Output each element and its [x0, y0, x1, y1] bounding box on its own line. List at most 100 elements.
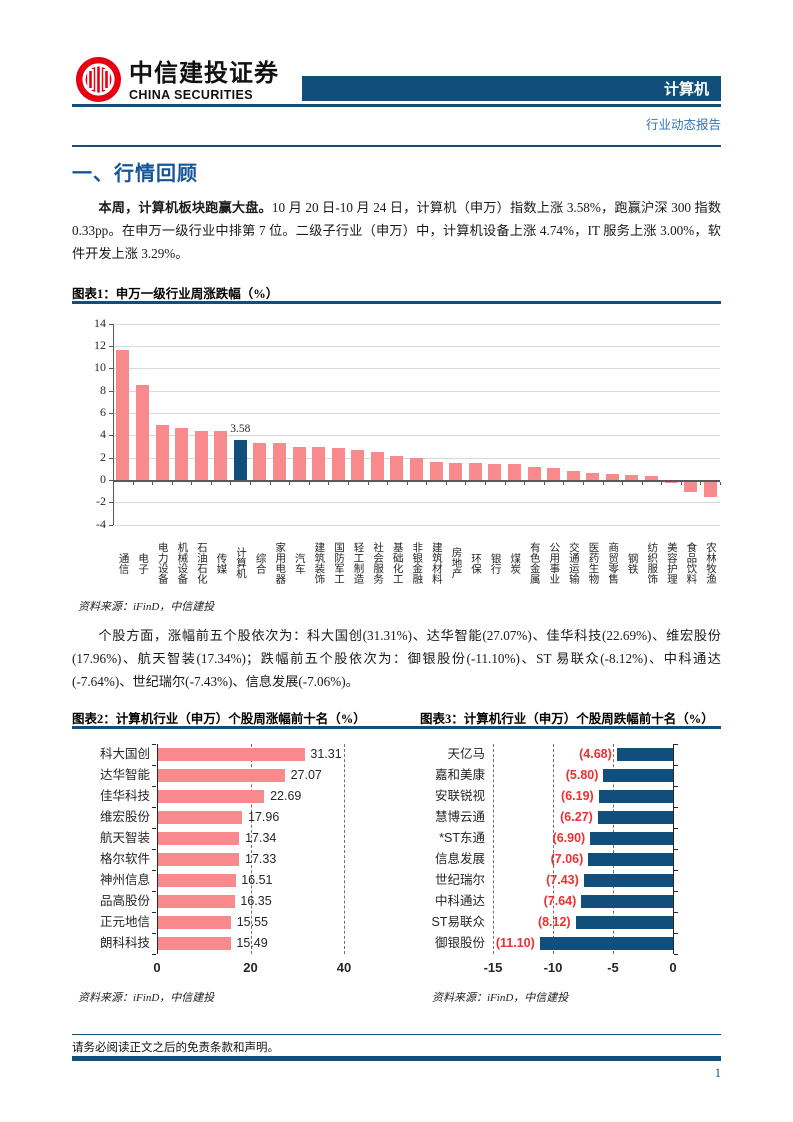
axis-tick [152, 912, 156, 913]
header-rule-2 [72, 145, 721, 147]
x-axis-tick-label: 0 [669, 960, 677, 975]
axis-tick [152, 849, 156, 850]
category-label: 格尔软件 [99, 852, 150, 866]
figure23-rule [72, 726, 721, 729]
bar [588, 853, 673, 866]
category-label: ST易联众 [431, 915, 485, 929]
x-axis-category-label: 农林牧渔 [704, 542, 716, 584]
x-axis-tick [641, 481, 643, 485]
bar-value-label: 16.35 [240, 894, 272, 908]
footer-disclaimer: 请务必阅读正文之后的免责条款和声明。 [72, 1042, 279, 1054]
x-axis-category-label: 建筑材料 [430, 542, 442, 584]
gridline [113, 368, 720, 370]
bar [135, 385, 149, 480]
bar [603, 769, 673, 782]
axis-tick [674, 891, 678, 892]
category-label: 达华智能 [99, 768, 150, 782]
x-axis-tick [387, 481, 389, 485]
category-label: *ST东通 [439, 831, 485, 845]
gridline-dashed [493, 744, 494, 954]
gridline [113, 390, 720, 392]
x-axis-tick [543, 481, 545, 485]
y-axis-line [113, 323, 114, 525]
x-axis-category-label: 机械设备 [176, 542, 188, 584]
bar [684, 481, 698, 492]
bar [547, 468, 561, 480]
bar-value-label: 27.07 [290, 768, 322, 782]
x-axis-tick [426, 481, 428, 485]
y-axis-tick-label: -4 [96, 516, 106, 531]
category-label: 信息发展 [434, 852, 485, 866]
value-axis-line [673, 744, 675, 954]
figure1-title: 图表1：申万一级行业周涨跌幅（%） [72, 287, 279, 301]
bar [449, 462, 463, 480]
bar-value-label: 15.49 [236, 936, 268, 950]
page-number: 1 [714, 1066, 721, 1080]
x-axis-category-label: 有色金属 [528, 542, 540, 584]
category-label: 神州信息 [99, 873, 150, 887]
section-title: 一、行情回顾 [72, 163, 198, 185]
bar-value-label: (11.10) [495, 936, 535, 950]
axis-tick [674, 744, 678, 745]
paragraph-2: 个股方面，涨幅前五个股依次为：科大国创(31.31%)、达华智能(27.07%)… [72, 628, 721, 690]
csc-logo-icon [75, 56, 122, 108]
figure3-title: 图表3：计算机行业（申万）个股周跌幅前十名（%） [420, 712, 714, 726]
bar-value-label: 17.34 [245, 831, 277, 845]
x-axis-category-label: 综合 [254, 552, 266, 574]
brand-name-en: CHINA SECURITIES [129, 88, 254, 103]
bar [272, 443, 286, 480]
x-axis-tick [563, 481, 565, 485]
bar [312, 447, 326, 480]
bar [527, 467, 541, 480]
x-axis-tick [622, 481, 624, 485]
y-axis-tick [109, 345, 113, 347]
bar-value-label: 15.55 [236, 915, 268, 929]
top-gainers-chart: 0 20 40 科大国创 31.31 达华智能 27.07 佳华科技 22.69 维宏股份 17.9… [72, 736, 402, 982]
x-axis-tick [113, 481, 114, 485]
bar-highlighted [233, 440, 247, 480]
bar [390, 456, 404, 480]
y-axis-tick-label: 2 [100, 449, 106, 464]
x-axis-category-label: 食品饮料 [685, 542, 697, 584]
bar [583, 874, 673, 887]
axis-tick [674, 786, 678, 787]
bar [175, 427, 188, 480]
y-axis-tick-label: 12 [94, 337, 106, 352]
bar [351, 450, 365, 480]
x-axis-tick [152, 481, 154, 485]
header-rule [72, 104, 721, 107]
bar [605, 474, 619, 480]
y-axis-tick-label: 10 [94, 360, 106, 375]
category-label: 品高股份 [99, 894, 150, 908]
bar [703, 481, 717, 497]
x-axis-tick [406, 481, 408, 485]
gridline [113, 323, 720, 325]
x-axis-tick [445, 481, 447, 485]
bar [410, 457, 423, 480]
axis-tick [674, 870, 678, 871]
x-axis-category-label: 传媒 [215, 552, 227, 574]
x-axis-tick [191, 481, 193, 485]
category-label: 中科通达 [434, 894, 485, 908]
bar-value-label: 22.69 [270, 789, 302, 803]
axis-tick [674, 954, 678, 955]
category-label: 维宏股份 [99, 810, 150, 824]
y-axis-tick-label: -2 [96, 494, 106, 509]
bar [566, 471, 580, 480]
x-axis-tick [250, 481, 252, 485]
bar-value-label: 17.96 [248, 810, 280, 824]
x-axis-tick [132, 481, 134, 485]
x-axis-category-label: 轻工制造 [352, 542, 364, 584]
category-label: 天亿马 [447, 747, 485, 761]
category-label: 世纪瑞尔 [434, 873, 485, 887]
x-axis-tick [485, 481, 487, 485]
industry-weekly-change-chart: 14 12 10 8 6 4 2 0 -2 -4 通信 电子 电力设备 机械设备 石油石化 传媒 3.58 计算机… [72, 313, 721, 595]
bar-value-label: (7.43) [546, 873, 579, 887]
category-label: 安联锐视 [434, 789, 485, 803]
x-axis-tick-label: 40 [336, 960, 352, 975]
gridline [113, 502, 720, 504]
bar-value-label: (5.80) [565, 768, 599, 782]
axis-tick [674, 828, 678, 829]
x-axis-category-label: 电子 [137, 552, 149, 574]
x-axis-category-label: 银行 [489, 552, 501, 574]
